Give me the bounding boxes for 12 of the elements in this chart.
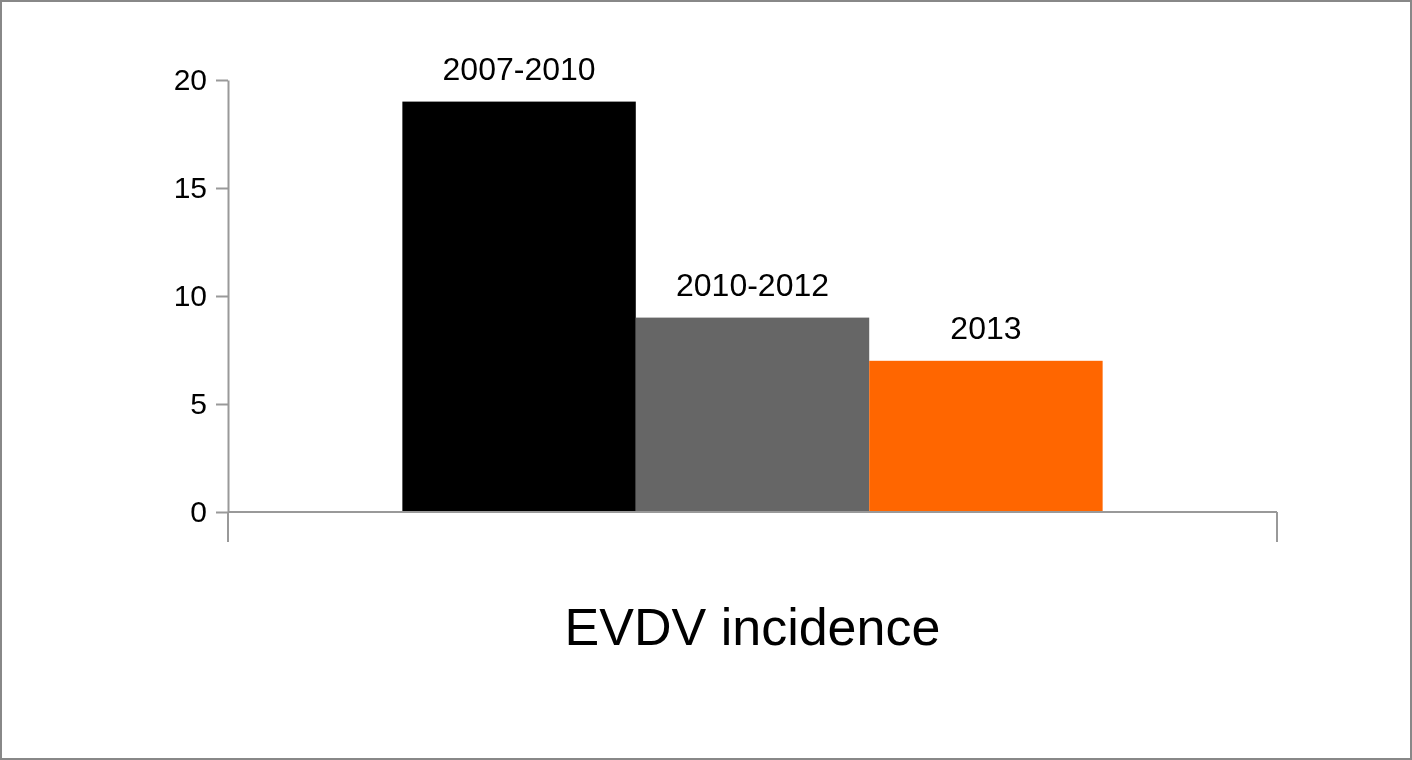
y-tick-label: 15 (173, 171, 207, 205)
x-tick-label: EVDV incidence (564, 598, 941, 656)
y-tick-label: 0 (190, 495, 207, 529)
y-tick-label: 20 (173, 63, 207, 97)
bar (869, 360, 1103, 512)
series-label: 2010-2012 (675, 266, 830, 303)
series-label: 2007-2010 (442, 50, 596, 87)
y-tick-label: 5 (190, 387, 207, 421)
bar (635, 317, 870, 512)
bar (402, 101, 636, 512)
y-tick-label: 10 (173, 279, 207, 313)
series-label: 2013 (950, 309, 1022, 346)
